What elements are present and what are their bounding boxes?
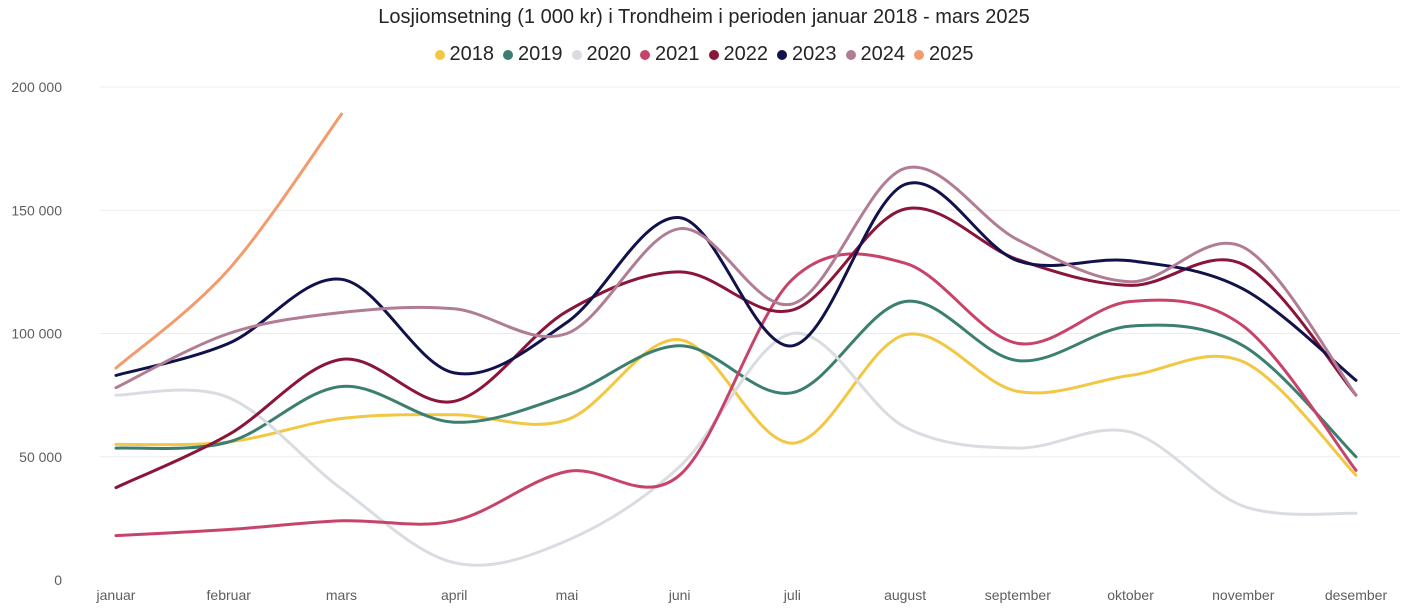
series-line-2018[interactable]: [114, 332, 1358, 477]
series-line-2019[interactable]: [114, 299, 1358, 459]
x-tick-label: august: [884, 587, 926, 603]
legend-item[interactable]: 2020: [571, 43, 632, 66]
legend-item[interactable]: 2023: [777, 43, 837, 66]
x-tick-label: juni: [668, 587, 691, 603]
y-tick-label: 50 000: [19, 449, 62, 465]
legend-label: 2019: [518, 43, 563, 65]
legend-marker: [640, 49, 650, 60]
x-tick-label: februar: [207, 587, 252, 603]
legend-item[interactable]: 2021: [640, 43, 700, 66]
legend-label: 2021: [655, 43, 700, 65]
x-tick-label: desember: [1325, 587, 1388, 603]
series-line-2025[interactable]: [114, 112, 343, 370]
legend-label: 2023: [792, 43, 837, 65]
series-line-2022[interactable]: [114, 206, 1358, 490]
legend-marker: [708, 49, 719, 60]
x-tick-label: september: [985, 587, 1051, 603]
legend-marker: [845, 49, 856, 60]
x-tick-label: april: [441, 587, 467, 603]
y-tick-label: 150 000: [11, 202, 62, 218]
legend-marker: [914, 49, 924, 60]
legend-marker: [777, 49, 787, 60]
legend-item[interactable]: 2019: [503, 43, 563, 66]
series-line-2023[interactable]: [114, 181, 1358, 382]
legend-label: 2025: [929, 43, 974, 65]
chart-legend: 2018 2019 2020 2021 2022 2023 2024 2025: [0, 43, 1408, 66]
y-tick-label: 100 000: [11, 326, 62, 342]
legend-label: 2020: [586, 43, 632, 65]
legend-marker: [571, 49, 582, 60]
legend-label: 2018: [449, 43, 495, 65]
legend-item[interactable]: 2018: [434, 43, 495, 66]
y-tick-label: 200 000: [11, 79, 62, 95]
series-line-2020[interactable]: [114, 331, 1358, 567]
x-tick-label: januar: [96, 587, 136, 603]
y-tick-label: 0: [54, 572, 62, 588]
legend-item[interactable]: 2025: [914, 43, 974, 66]
legend-marker: [434, 49, 445, 60]
legend-item[interactable]: 2022: [708, 43, 769, 66]
x-tick-label: oktober: [1107, 587, 1154, 603]
series-line-2024[interactable]: [114, 165, 1358, 397]
chart-title: Losjiomsetning (1 000 kr) i Trondheim i …: [378, 6, 1030, 28]
legend-item[interactable]: 2024: [845, 43, 906, 66]
x-tick-label: mars: [326, 587, 357, 603]
legend-label: 2022: [723, 43, 769, 65]
x-tick-label: mai: [556, 587, 579, 603]
series-line-2021[interactable]: [114, 252, 1358, 538]
legend-label: 2024: [860, 43, 906, 65]
legend-marker: [503, 49, 513, 60]
x-tick-label: juli: [783, 587, 801, 603]
x-tick-label: november: [1212, 587, 1275, 603]
